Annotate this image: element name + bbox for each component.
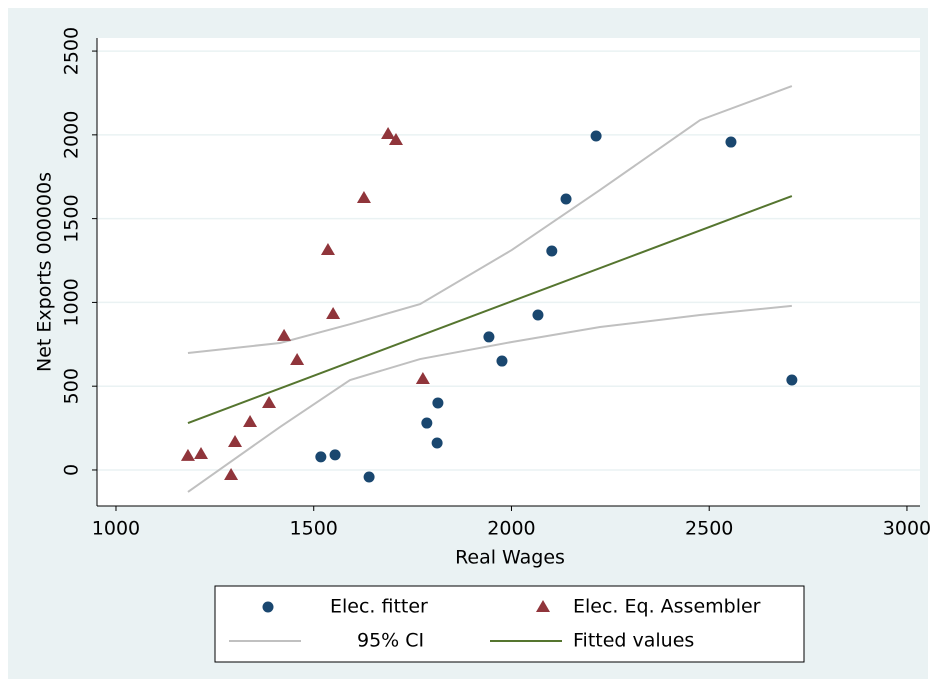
plot-area [97, 38, 920, 506]
y-axis-title: Net Exports 000000s [34, 172, 56, 372]
y-tick-label: 2500 [61, 27, 83, 75]
point [432, 397, 444, 409]
point [388, 133, 403, 146]
x-axis-title: Real Wages [455, 547, 565, 569]
point [326, 306, 341, 319]
point [725, 136, 737, 148]
point [277, 328, 292, 341]
point [228, 434, 243, 447]
y-tick-label: 0 [61, 464, 83, 476]
point [315, 451, 327, 463]
legend-label: 95% CI [357, 630, 424, 652]
x-tick-label: 2500 [685, 518, 733, 540]
point [415, 371, 430, 384]
point [320, 242, 335, 255]
legend-label: Elec. fitter [330, 596, 428, 618]
y-tick-label: 1000 [61, 278, 83, 326]
point [290, 353, 305, 366]
fitted-line [187, 195, 793, 424]
legend-label: Fitted values [573, 630, 694, 652]
point [329, 449, 341, 461]
point [786, 374, 798, 386]
legend-marker [536, 600, 550, 612]
y-tick-label: 2000 [61, 111, 83, 159]
ci-line [187, 304, 792, 493]
x-tick-label: 2000 [487, 518, 535, 540]
point [363, 471, 375, 483]
legend-marker [262, 601, 274, 613]
y-tick-label: 500 [61, 368, 83, 404]
point [421, 417, 433, 429]
point [243, 415, 258, 428]
y-tick-label: 1500 [61, 194, 83, 242]
point [546, 245, 558, 257]
point [560, 193, 572, 205]
point [590, 130, 602, 142]
legend-label: Elec. Eq. Assembler [573, 596, 761, 618]
point [532, 309, 544, 321]
x-tick-label: 1500 [290, 518, 338, 540]
point [483, 331, 495, 343]
x-tick-label: 1000 [92, 518, 140, 540]
point [496, 355, 508, 367]
point [262, 395, 277, 408]
point [356, 191, 371, 204]
point [180, 448, 195, 461]
legend [214, 585, 805, 663]
point [431, 437, 443, 449]
point [194, 447, 209, 460]
point [381, 127, 396, 140]
ci-line [187, 85, 793, 355]
x-tick-label: 3000 [883, 518, 931, 540]
point [224, 468, 239, 481]
